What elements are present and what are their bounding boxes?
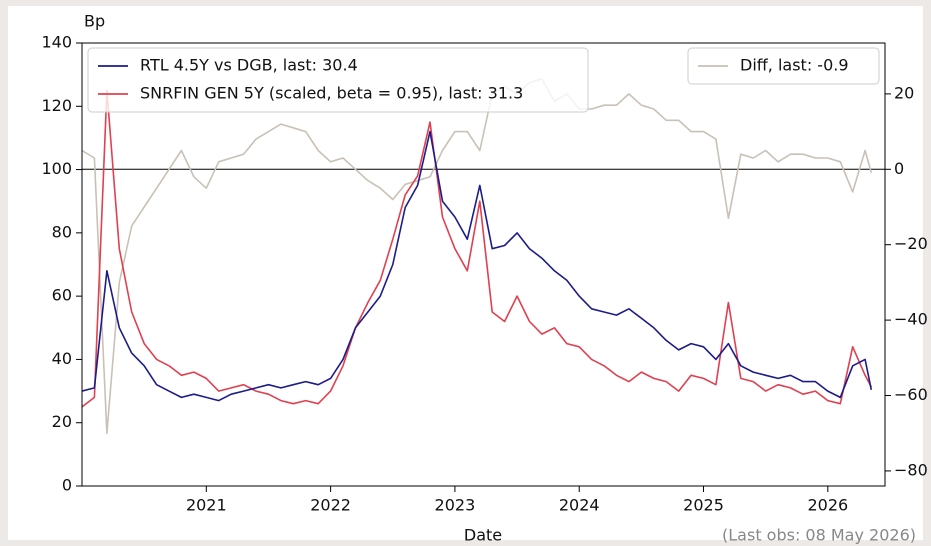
legend-label: SNRFIN GEN 5Y (scaled, beta = 0.95), las…: [140, 84, 523, 103]
y2-tick-label: −40: [894, 310, 928, 329]
y-tick-label: 0: [62, 476, 72, 495]
x-tick-label: 2022: [310, 496, 351, 515]
x-tick-label: 2024: [559, 496, 600, 515]
legend-label: RTL 4.5Y vs DGB, last: 30.4: [140, 56, 358, 75]
legend-box: [87, 47, 589, 113]
legend-box: [687, 47, 880, 85]
series-line: [82, 130, 873, 402]
y-tick-label: 20: [52, 412, 72, 431]
series-line: [82, 89, 873, 408]
y2-tick-label: −20: [894, 234, 928, 253]
x-tick-label: 2023: [435, 496, 476, 515]
annotation: (Last obs: 08 May 2026): [722, 526, 916, 545]
x-axis-label: Date: [464, 526, 502, 545]
y-axis-label: Bp: [84, 12, 105, 31]
y2-tick-label: −80: [894, 460, 928, 479]
y-tick-label: 80: [52, 222, 72, 241]
y-tick-label: 140: [41, 33, 72, 52]
legend-label: Diff, last: -0.9: [740, 56, 849, 75]
x-tick-label: 2026: [807, 496, 848, 515]
y-tick-label: 120: [41, 96, 72, 115]
y2-tick-label: 20: [894, 83, 914, 102]
y-tick-label: 60: [52, 286, 72, 305]
y-tick-label: 40: [52, 349, 72, 368]
y2-tick-label: −60: [894, 385, 928, 404]
axes-frame: [81, 42, 886, 487]
y2-tick-label: 0: [894, 159, 904, 178]
plot-lines: [82, 78, 873, 434]
x-tick-label: 2025: [683, 496, 724, 515]
y-tick-label: 100: [41, 159, 72, 178]
x-tick-label: 2021: [186, 496, 227, 515]
series-line: [82, 78, 873, 434]
